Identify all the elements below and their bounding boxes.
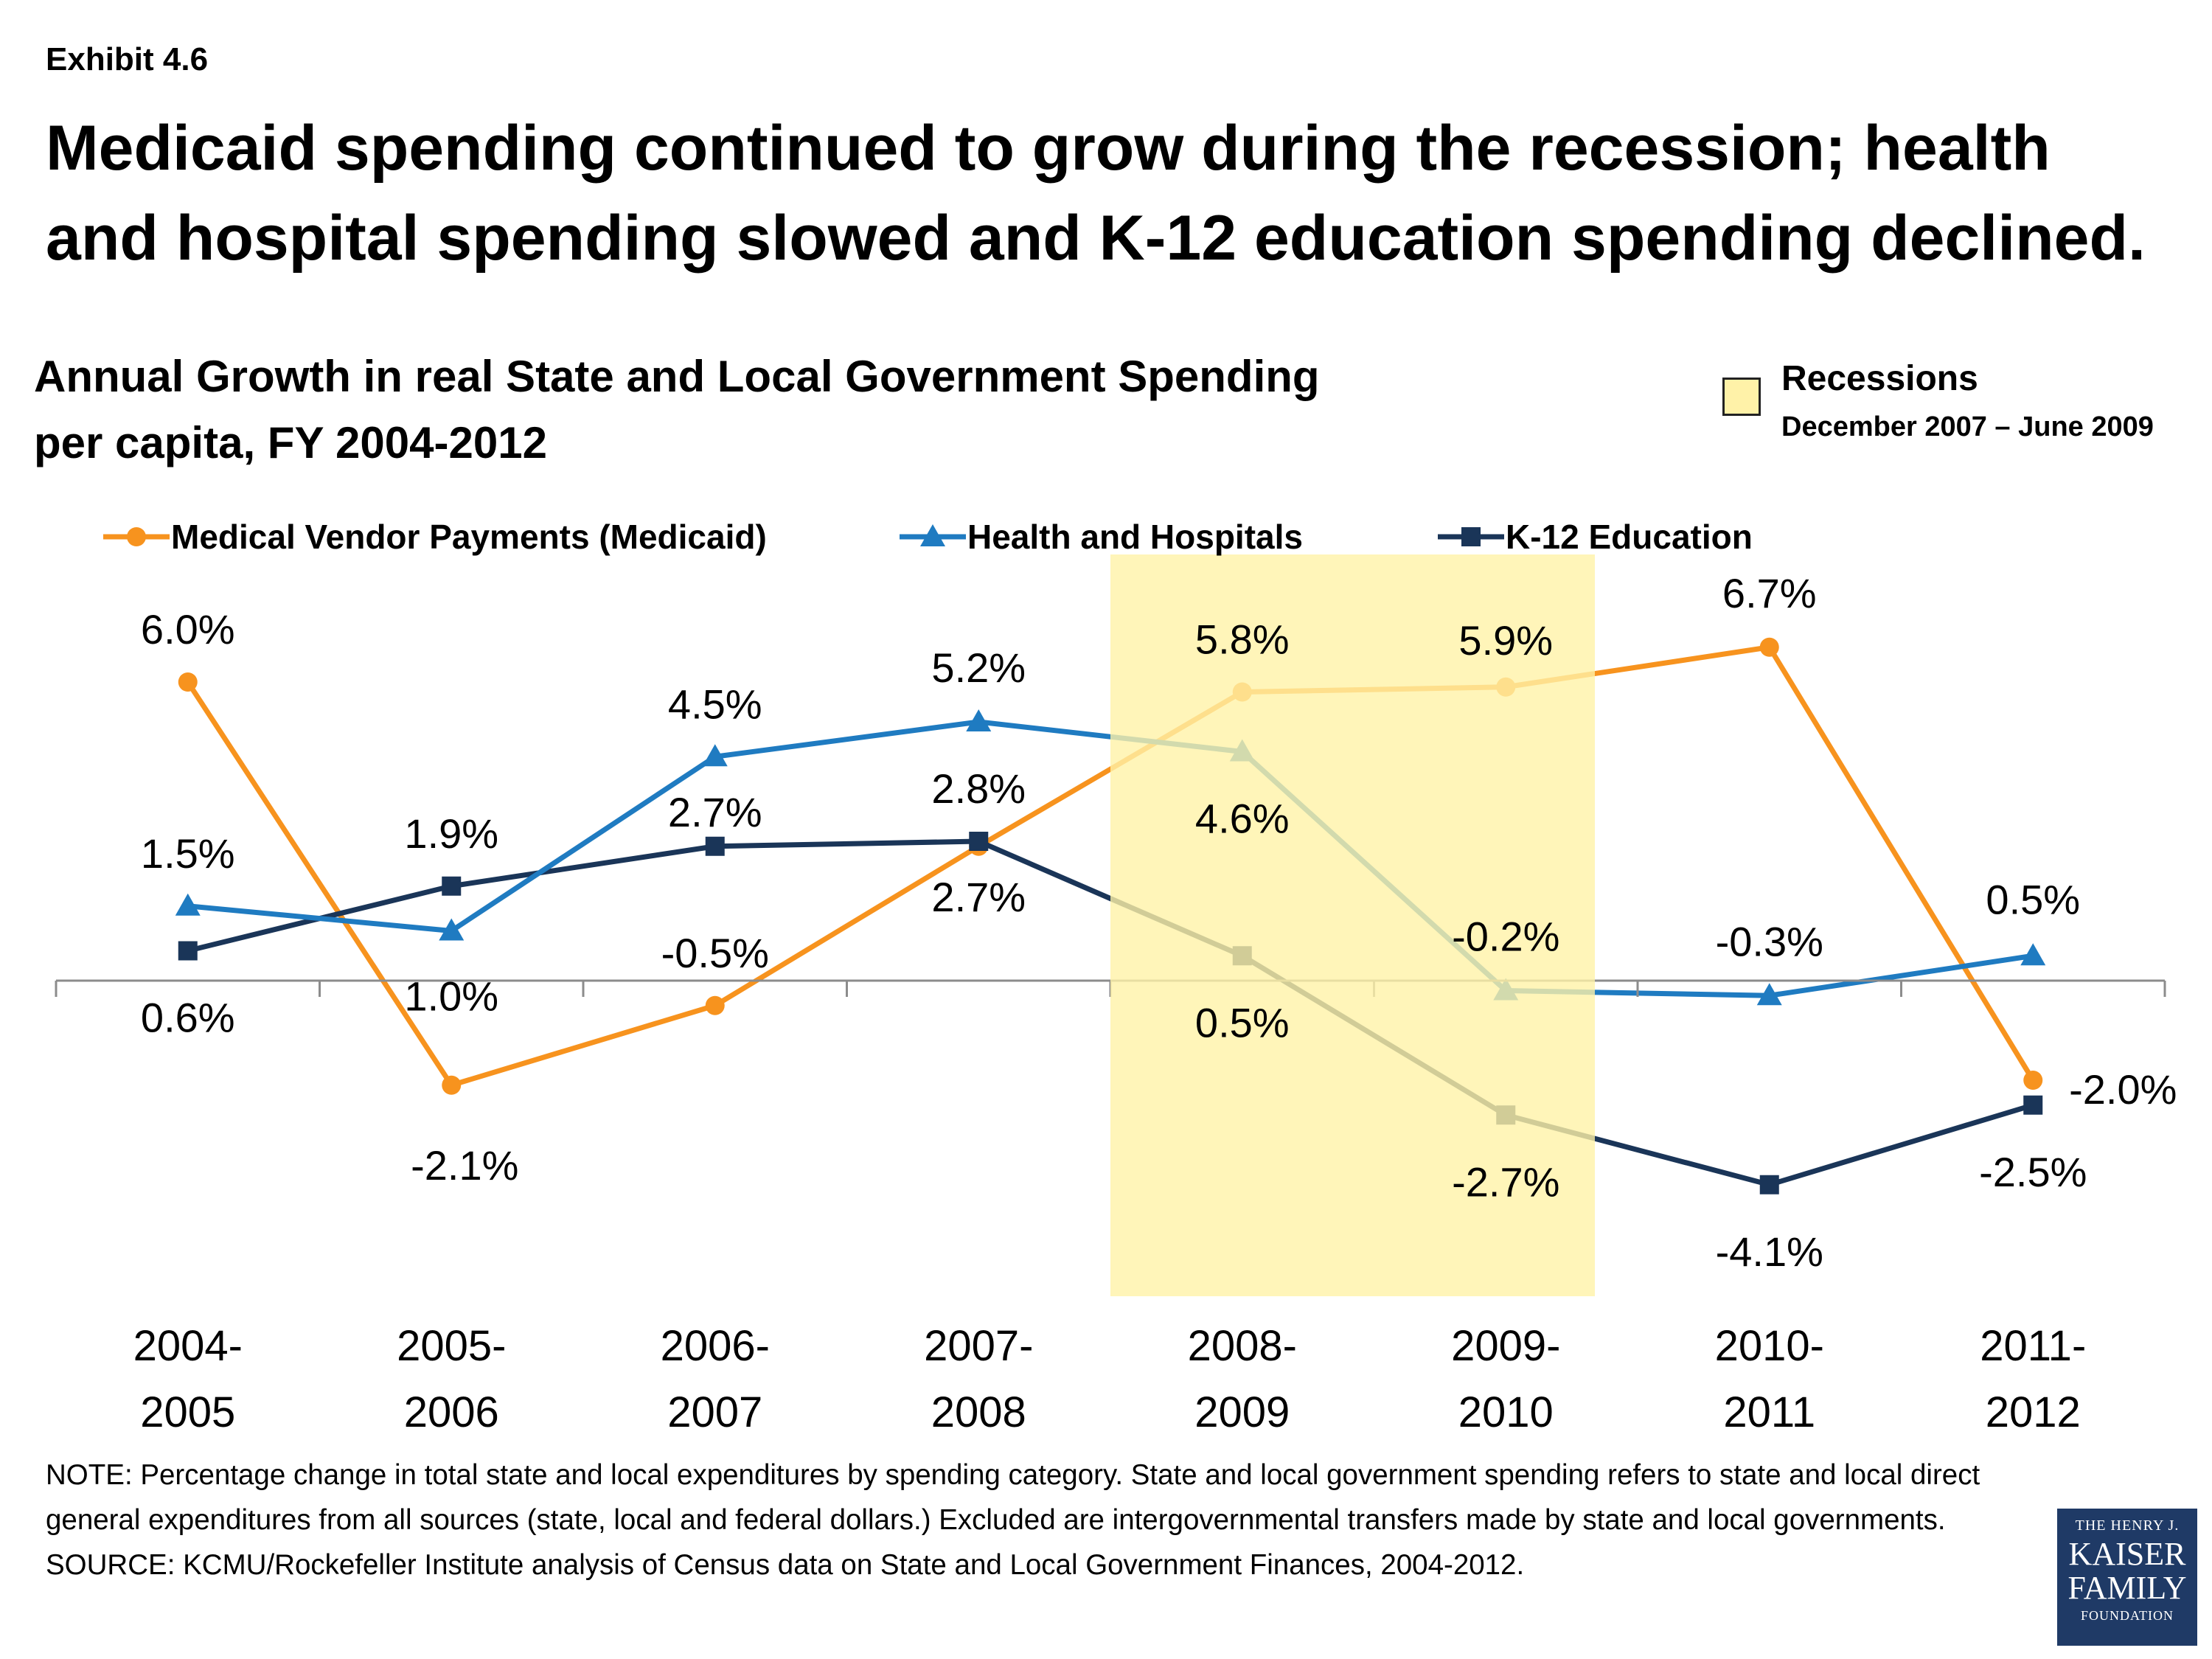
kff-logo: THE HENRY J. KAISER FAMILY FOUNDATION <box>2057 1509 2197 1646</box>
chart-title-line-1: Annual Growth in real State and Local Go… <box>34 352 1320 401</box>
x-tick-label-line: 2009 <box>1194 1388 1290 1436</box>
x-tick-label-line: 2007- <box>924 1322 1033 1370</box>
x-tick-label-line: 2010 <box>1458 1388 1554 1436</box>
legend-marker <box>127 527 146 546</box>
data-point <box>1759 1175 1779 1194</box>
data-label: 2.7% <box>931 874 1026 920</box>
x-tick-label-line: 2005- <box>397 1322 506 1370</box>
data-point <box>1756 983 1782 1006</box>
data-label: 1.0% <box>404 973 498 1020</box>
data-label: -2.1% <box>411 1142 518 1189</box>
x-tick-label-line: 2005 <box>140 1388 235 1436</box>
data-point <box>2023 1071 2043 1090</box>
source-text: SOURCE: KCMU/Rockefeller Institute analy… <box>46 1549 1525 1581</box>
data-point <box>702 744 728 767</box>
data-label: 2.8% <box>931 765 1026 812</box>
legend-label: K-12 Education <box>1506 518 1753 556</box>
recession-legend-swatch <box>1722 378 1761 416</box>
logo-line-3: FAMILY <box>2067 1570 2187 1606</box>
legend-item-0: Medical Vendor Payments (Medicaid) <box>103 518 767 556</box>
data-label: 4.5% <box>668 681 762 727</box>
data-point <box>178 941 198 961</box>
data-label: -2.0% <box>2069 1066 2177 1113</box>
legend-label: Medical Vendor Payments (Medicaid) <box>171 518 767 556</box>
note-text: NOTE: Percentage change in total state a… <box>46 1459 1980 1536</box>
legend-item-1: Health and Hospitals <box>900 518 1303 556</box>
x-tick-label-line: 2011- <box>1980 1322 2086 1370</box>
x-tick-label-line: 2004- <box>133 1322 243 1370</box>
chart-title-line-2: per capita, FY 2004-2012 <box>34 418 547 467</box>
data-point <box>442 1075 462 1095</box>
data-label: 1.9% <box>404 810 498 857</box>
x-tick-label-line: 2006 <box>404 1388 499 1436</box>
logo-line-1: THE HENRY J. <box>2075 1517 2180 1534</box>
data-point <box>966 709 992 731</box>
x-tick-label: 2005- 2006 <box>397 1322 506 1436</box>
x-tick-label: 2007- 2008 <box>924 1322 1033 1436</box>
headline-line-2: and hospital spending slowed and K-12 ed… <box>46 203 2146 274</box>
x-tick-label-line: 2012 <box>1986 1388 2081 1436</box>
data-label: 6.7% <box>1722 570 1817 616</box>
x-tick-label: 2004- 2005 <box>133 1322 243 1436</box>
exhibit-label: Exhibit 4.6 <box>46 41 209 77</box>
legend-marker <box>920 524 945 546</box>
data-point <box>705 995 725 1015</box>
data-point <box>969 832 989 851</box>
x-tick-label-line: 2009- <box>1451 1322 1560 1370</box>
x-tick-label: 2008- 2009 <box>1188 1322 1297 1436</box>
x-tick-label-line: 2008- <box>1188 1322 1297 1370</box>
data-label: -0.5% <box>661 930 769 976</box>
line-chart: 2004- 2005 2005- 2006 2006- 2007 2007- 2008 2008… <box>55 518 2177 1436</box>
data-point <box>705 836 725 856</box>
x-tick-label-line: 2006- <box>661 1322 770 1370</box>
footnote: NOTE: Percentage change in total state a… <box>46 1453 2081 1587</box>
x-tick-label: 2006- 2007 <box>661 1322 770 1436</box>
legend-item-2: K-12 Education <box>1438 518 1753 556</box>
recession-legend-range: December 2007 – June 2009 <box>1781 411 2154 442</box>
data-label: -4.1% <box>1716 1228 1823 1275</box>
data-label: -0.3% <box>1716 918 1823 964</box>
data-point <box>2023 1095 2043 1115</box>
x-tick-label-line: 2010- <box>1715 1322 1824 1370</box>
x-tick-label: 2010- 2011 <box>1715 1322 1824 1436</box>
chart-title: Annual Growth in real State and Local Go… <box>34 344 1509 476</box>
data-point <box>442 876 462 896</box>
legend-marker <box>1461 527 1481 546</box>
x-tick-label: 2011- 2012 <box>1980 1322 2086 1436</box>
data-label: 0.6% <box>141 995 235 1041</box>
data-label: -0.2% <box>1452 914 1559 960</box>
data-label: -2.5% <box>1979 1149 2087 1195</box>
x-tick-label-line: 2007 <box>667 1388 762 1436</box>
headline: Medicaid spending continued to grow duri… <box>46 103 2184 283</box>
data-label: 5.9% <box>1458 617 1553 664</box>
data-label: 1.5% <box>141 830 235 877</box>
legend-label: Health and Hospitals <box>967 518 1303 556</box>
x-tick-label-line: 2011 <box>1723 1388 1815 1436</box>
logo-line-4: FOUNDATION <box>2081 1608 2174 1623</box>
logo-line-2: KAISER <box>2068 1536 2186 1572</box>
data-point <box>2020 943 2046 966</box>
recession-shading <box>1110 554 1595 1296</box>
headline-line-1: Medicaid spending continued to grow duri… <box>46 113 2051 184</box>
data-label: 4.6% <box>1195 796 1290 842</box>
recession-legend-label: Recessions <box>1781 359 1978 398</box>
data-label: 2.7% <box>668 789 762 835</box>
data-label: 5.8% <box>1195 616 1290 663</box>
data-point <box>178 672 198 692</box>
x-tick-label: 2009- 2010 <box>1451 1322 1560 1436</box>
data-label: 5.2% <box>931 644 1026 691</box>
data-label: 0.5% <box>1195 999 1290 1046</box>
data-label: 6.0% <box>141 606 235 653</box>
x-tick-label-line: 2008 <box>931 1388 1026 1436</box>
data-label: -2.7% <box>1452 1158 1559 1205</box>
data-point <box>1759 637 1779 657</box>
data-point <box>175 893 201 916</box>
data-label: 0.5% <box>1986 876 2080 922</box>
data-point <box>439 918 465 941</box>
